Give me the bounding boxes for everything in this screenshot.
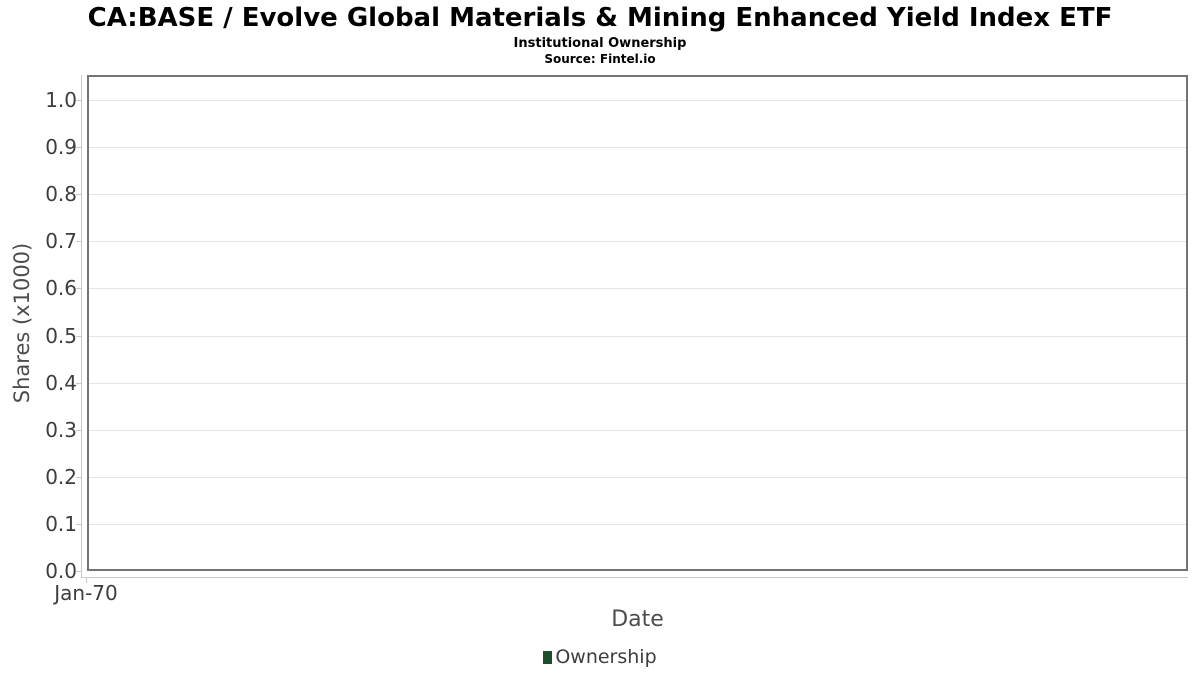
y-tick-mark (76, 100, 82, 101)
y-tick-label: 0.2 (45, 465, 77, 489)
y-tick-label: 0.4 (45, 371, 77, 395)
gridline (89, 100, 1186, 101)
plot-area (87, 75, 1188, 571)
x-axis-title: Date (611, 607, 664, 632)
chart-source: Source: Fintel.io (544, 52, 656, 66)
legend-series-marker (543, 650, 553, 664)
y-tick-label: 0.5 (45, 324, 77, 348)
x-tick-label: Jan-70 (54, 581, 118, 605)
y-tick-label: 1.0 (45, 88, 77, 112)
y-tick-label: 0.3 (45, 418, 77, 442)
gridline (89, 147, 1186, 148)
gridline (89, 194, 1186, 195)
legend: Ownership (0, 646, 1200, 668)
x-axis-line (81, 577, 1188, 578)
x-tick-mark (86, 577, 87, 583)
gridline (89, 524, 1186, 525)
y-tick-mark (76, 241, 82, 242)
y-tick-label: 0.6 (45, 276, 77, 300)
chart-subtitle: Institutional Ownership (513, 36, 687, 51)
y-tick-mark (76, 524, 82, 525)
y-axis-line (81, 75, 82, 578)
y-tick-label: 0.7 (45, 229, 77, 253)
y-tick-label: 0.8 (45, 182, 77, 206)
gridline (89, 288, 1186, 289)
y-tick-mark (76, 571, 82, 572)
y-tick-mark (76, 288, 82, 289)
legend-item-ownership[interactable]: Ownership (543, 646, 657, 668)
gridline (89, 430, 1186, 431)
gridline (89, 241, 1186, 242)
gridline (89, 477, 1186, 478)
y-tick-mark (76, 430, 82, 431)
gridline (89, 336, 1186, 337)
y-tick-label: 0.0 (45, 559, 77, 583)
y-tick-mark (76, 194, 82, 195)
y-tick-mark (76, 383, 82, 384)
chart-title: CA:BASE / Evolve Global Materials & Mini… (87, 3, 1113, 33)
y-tick-label: 0.1 (45, 512, 77, 536)
legend-series-label: Ownership (555, 646, 657, 668)
y-tick-mark (76, 336, 82, 337)
y-tick-label: 0.9 (45, 135, 77, 159)
gridline (89, 383, 1186, 384)
y-tick-mark (76, 477, 82, 478)
y-tick-mark (76, 147, 82, 148)
